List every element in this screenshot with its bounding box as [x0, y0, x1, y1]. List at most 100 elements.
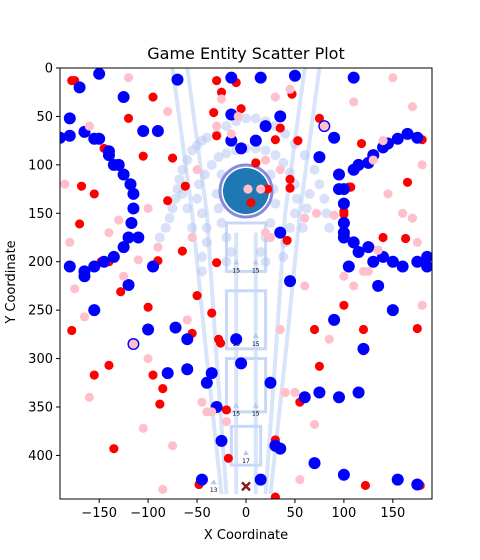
light-point [285, 222, 296, 233]
pink-point [207, 407, 217, 417]
red-point [223, 453, 233, 463]
blue-point [161, 367, 174, 380]
blue-point [372, 279, 385, 292]
light-point [289, 208, 300, 219]
path-label: 15 [252, 341, 260, 348]
pink-point [123, 73, 134, 83]
red-point [109, 444, 119, 454]
red-point [75, 219, 85, 229]
blue-point [352, 246, 365, 259]
blue-point [337, 197, 350, 210]
y-tick-label: 50 [36, 110, 53, 125]
light-point [192, 193, 203, 204]
axes: −150 −100 −50 0 50 100 150 0 50 100 150 200 250 300 35… [28, 62, 433, 521]
pink-point [60, 179, 70, 189]
light-point [201, 222, 212, 233]
blue-point [117, 241, 130, 254]
path-triangle [252, 402, 259, 408]
blue-point [328, 131, 341, 144]
blue-point [215, 434, 228, 447]
y-tick-label: 350 [28, 400, 53, 415]
blue-point [391, 473, 404, 486]
x-tick-label: 50 [287, 506, 304, 521]
red-point [285, 174, 295, 184]
blue-point [396, 260, 409, 273]
blue-point [60, 131, 66, 144]
light-point [164, 213, 175, 224]
blue-point [342, 260, 355, 273]
light-point [299, 150, 310, 161]
red-point [138, 151, 148, 161]
blue-point [88, 260, 101, 273]
blue-point [88, 304, 101, 317]
blue-point [274, 442, 287, 455]
light-point [291, 193, 302, 204]
red-point [270, 135, 280, 145]
blue-point [125, 216, 138, 229]
blue-point [137, 124, 150, 137]
y-tick-label: 200 [28, 255, 53, 270]
pink-point [349, 97, 359, 107]
pink-point [300, 213, 310, 223]
blue-point [328, 313, 341, 326]
red-point [356, 138, 367, 149]
pink-point [261, 155, 271, 165]
red-point [168, 153, 178, 163]
light-point [255, 247, 266, 258]
red-point [246, 198, 256, 208]
pink-point [378, 136, 388, 146]
blue-point [337, 216, 350, 229]
pink-point [295, 475, 305, 485]
light-point [241, 113, 251, 124]
red-point [270, 492, 280, 499]
light-point [177, 164, 188, 175]
blue-point [362, 241, 375, 254]
blue-point [195, 473, 208, 486]
red-point [209, 107, 219, 118]
pink-point [368, 155, 378, 165]
light-point [285, 167, 296, 178]
blue-point [127, 202, 140, 215]
blue-point [274, 110, 287, 123]
blue-point [421, 250, 432, 263]
pink-point [388, 73, 398, 83]
blue-point [347, 236, 360, 249]
pink-point [212, 121, 222, 131]
path-label: 15 [252, 411, 260, 418]
blue-point [347, 71, 360, 84]
blue-point [308, 457, 321, 470]
blue-point [284, 275, 297, 288]
blue-point [401, 127, 414, 140]
pink-point [363, 266, 373, 276]
chart-title: Game Entity Scatter Plot [147, 44, 344, 63]
red-point [314, 113, 324, 123]
blue-point [337, 183, 350, 196]
red-point [293, 136, 303, 146]
pink-point [398, 208, 408, 218]
light-point [270, 150, 281, 161]
pink-point [197, 397, 207, 407]
blue-point [147, 260, 159, 273]
path-label: 15 [252, 267, 260, 274]
light-point [177, 188, 188, 199]
y-tick-label: 150 [28, 207, 53, 222]
blue-point [73, 81, 86, 94]
light-point [278, 251, 289, 262]
light-point [201, 237, 212, 248]
red-point [221, 405, 231, 415]
blue-point [122, 278, 135, 291]
light-point [221, 121, 232, 132]
light-point [201, 132, 212, 143]
blue-point [117, 91, 130, 104]
pink-point [412, 237, 422, 247]
blue-point [386, 255, 399, 268]
light-point [314, 179, 325, 190]
pink-point [65, 237, 75, 247]
pink-point [319, 121, 329, 131]
light-point [221, 148, 232, 159]
pink-point [84, 392, 94, 402]
blue-point [117, 168, 130, 181]
light-point [213, 152, 224, 163]
plot-area: 1515151515151713 [60, 68, 432, 499]
